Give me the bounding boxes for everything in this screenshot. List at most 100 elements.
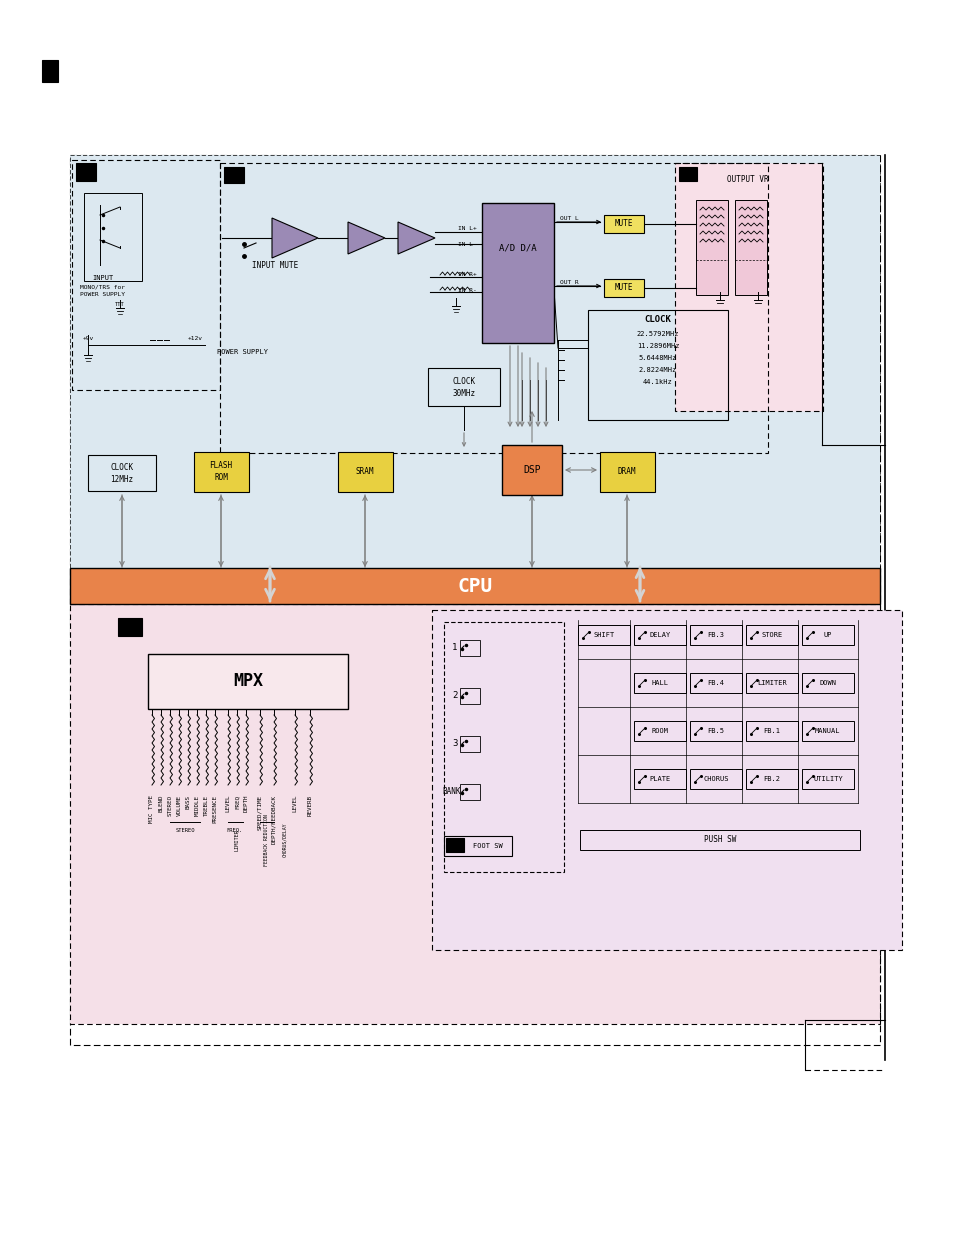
Text: OUT R: OUT R [559, 280, 578, 285]
Text: CHORUS/DELAY: CHORUS/DELAY [282, 822, 287, 857]
Bar [220, 163, 767, 453]
Text: BLEND: BLEND [158, 795, 163, 812]
Bar [801, 673, 853, 693]
Text: SPEED/TIME: SPEED/TIME [257, 795, 262, 830]
Bar [634, 769, 685, 789]
Text: OUT L: OUT L [559, 215, 578, 220]
Text: FEEDBACK REDUCTION: FEEDBACK REDUCTION [264, 814, 269, 866]
Text: DEPTH/FEEDBACK: DEPTH/FEEDBACK [272, 795, 276, 843]
Bar [70, 605, 879, 1024]
Bar [634, 722, 685, 741]
Bar [745, 624, 797, 644]
Text: OUTPUT VR: OUTPUT VR [726, 175, 768, 184]
Bar [224, 167, 244, 183]
Text: DOWN: DOWN [819, 680, 836, 685]
Bar [148, 654, 348, 709]
Text: FB.5: FB.5 [707, 728, 723, 734]
Text: LIMITER: LIMITER [234, 829, 239, 851]
Bar [675, 163, 822, 411]
Text: CLOCK: CLOCK [644, 316, 671, 325]
Bar [459, 639, 479, 656]
Text: ROM: ROM [213, 474, 228, 483]
Bar [193, 452, 249, 491]
Text: 1: 1 [452, 643, 457, 653]
Bar [745, 722, 797, 741]
Polygon shape [348, 221, 385, 254]
Bar [443, 836, 512, 856]
Bar [801, 624, 853, 644]
Text: VOLUME: VOLUME [176, 795, 181, 816]
Text: 44.1kHz: 44.1kHz [642, 379, 672, 384]
Bar [603, 279, 643, 297]
Text: MIC TYPE: MIC TYPE [150, 795, 154, 824]
Bar [459, 688, 479, 704]
Text: MPX: MPX [233, 672, 263, 690]
Bar [579, 830, 859, 850]
Bar [801, 722, 853, 741]
Bar [71, 160, 220, 391]
Text: IN R-: IN R- [457, 287, 476, 292]
Text: DELAY: DELAY [649, 632, 670, 638]
Bar [689, 722, 741, 741]
Text: DEPTH: DEPTH [243, 795, 248, 812]
Text: INPUT MUTE: INPUT MUTE [252, 260, 297, 270]
Text: 2.8224MHz: 2.8224MHz [639, 367, 677, 373]
Bar [634, 624, 685, 644]
Bar [801, 769, 853, 789]
Text: LEVEL: LEVEL [225, 795, 231, 812]
Text: 3: 3 [452, 739, 457, 749]
Bar [443, 622, 563, 872]
Bar [337, 452, 393, 491]
Text: +12v: +12v [188, 336, 202, 341]
Bar [587, 310, 727, 420]
Text: MUTE: MUTE [614, 284, 633, 292]
Text: STEREO: STEREO [168, 795, 172, 816]
Text: A/D D/A: A/D D/A [498, 244, 537, 253]
Bar [70, 156, 879, 570]
Bar [634, 673, 685, 693]
Text: MUTE: MUTE [614, 219, 633, 229]
Text: POWER SUPPLY: POWER SUPPLY [80, 292, 126, 297]
Text: INPUT: INPUT [92, 275, 113, 281]
Text: LIMITER: LIMITER [757, 680, 786, 685]
Text: UP: UP [822, 632, 831, 638]
Text: FREQ.: FREQ. [227, 827, 243, 832]
Bar [70, 605, 879, 1024]
Bar [42, 60, 58, 82]
Text: UTILITY: UTILITY [812, 776, 842, 782]
Bar [84, 193, 142, 281]
Text: STEREO: STEREO [175, 827, 194, 832]
Bar [696, 200, 727, 295]
Bar [734, 200, 766, 295]
Text: FB.3: FB.3 [707, 632, 723, 638]
Bar [679, 167, 697, 180]
Bar [70, 156, 879, 1045]
Text: TREBLE: TREBLE [203, 795, 209, 816]
Text: MONO/TRS for: MONO/TRS for [80, 285, 126, 290]
Text: DSP: DSP [522, 465, 540, 475]
Bar [76, 163, 96, 180]
Polygon shape [397, 221, 435, 254]
Text: PUSH SW: PUSH SW [703, 836, 736, 845]
Text: CPU: CPU [456, 576, 492, 596]
Text: +9v: +9v [82, 336, 93, 341]
Bar [689, 673, 741, 693]
Bar [578, 624, 629, 644]
Bar [432, 610, 901, 950]
Text: IN L+: IN L+ [457, 225, 476, 230]
Text: CLOCK: CLOCK [111, 463, 133, 471]
Text: FLASH: FLASH [210, 462, 233, 470]
Text: 30MHz: 30MHz [452, 388, 475, 398]
Text: IN R+: IN R+ [457, 271, 476, 276]
Bar [501, 445, 561, 495]
Text: TTT: TTT [115, 302, 125, 307]
Text: PRESENCE: PRESENCE [213, 795, 217, 824]
Text: FOOT SW: FOOT SW [473, 843, 502, 848]
Text: BANK: BANK [442, 787, 460, 796]
Text: 5.6448MHz: 5.6448MHz [639, 355, 677, 361]
Text: HALL: HALL [651, 680, 668, 685]
Bar [689, 769, 741, 789]
Text: REVERB: REVERB [307, 795, 313, 816]
Text: PLATE: PLATE [649, 776, 670, 782]
Bar [70, 156, 879, 570]
